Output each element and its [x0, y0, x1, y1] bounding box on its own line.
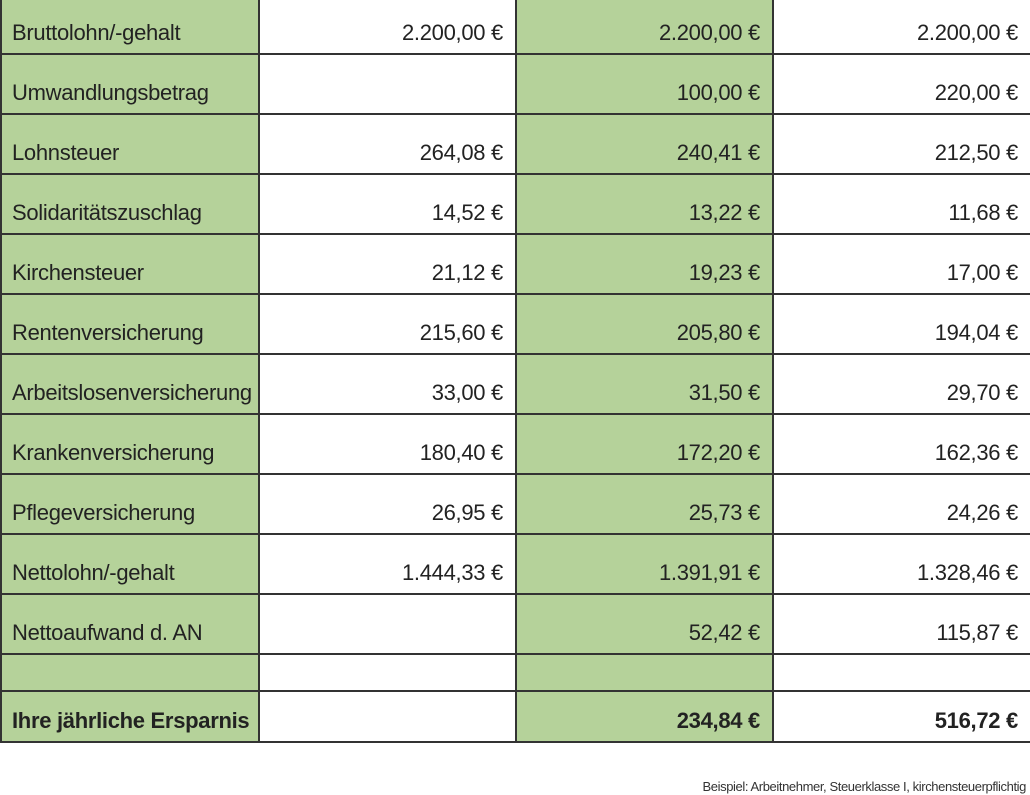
table-row: Umwandlungsbetrag 100,00 € 220,00 €	[0, 53, 1030, 115]
footnote: Beispiel: Arbeitnehmer, Steuerklasse I, …	[702, 779, 1027, 794]
value-without-conversion: 2.200,00 €	[258, 0, 517, 55]
table-row: Rentenversicherung 215,60 € 205,80 € 194…	[0, 293, 1030, 355]
table-row: Nettoaufwand d. AN 52,42 € 115,87 €	[0, 593, 1030, 655]
row-label: Krankenversicherung	[0, 413, 260, 475]
table-row: Krankenversicherung 180,40 € 172,20 € 16…	[0, 413, 1030, 475]
table-row: Pflegeversicherung 26,95 € 25,73 € 24,26…	[0, 473, 1030, 535]
total-without-conversion	[258, 690, 517, 743]
total-row: Ihre jährliche Ersparnis 234,84 € 516,72…	[0, 690, 1030, 743]
value-conversion-option-2: 11,68 €	[772, 173, 1030, 235]
row-label: Umwandlungsbetrag	[0, 53, 260, 115]
value-conversion-option-2: 29,70 €	[772, 353, 1030, 415]
value-without-conversion: 1.444,33 €	[258, 533, 517, 595]
table-row: Nettolohn/-gehalt 1.444,33 € 1.391,91 € …	[0, 533, 1030, 595]
row-label: Nettolohn/-gehalt	[0, 533, 260, 595]
total-conversion-option-1: 234,84 €	[515, 690, 774, 743]
row-label: Bruttolohn/-gehalt	[0, 0, 260, 55]
row-label: Rentenversicherung	[0, 293, 260, 355]
row-label: Pflegeversicherung	[0, 473, 260, 535]
spacer-row	[0, 653, 1030, 692]
empty-cell	[515, 653, 774, 692]
comparison-table-container: Bruttolohn/-gehalt 2.200,00 € 2.200,00 €…	[0, 0, 1030, 743]
value-conversion-option-2: 162,36 €	[772, 413, 1030, 475]
value-conversion-option-1: 240,41 €	[515, 113, 774, 175]
table-row: Arbeitslosenversicherung 33,00 € 31,50 €…	[0, 353, 1030, 415]
table-row: Kirchensteuer 21,12 € 19,23 € 17,00 €	[0, 233, 1030, 295]
value-conversion-option-2: 17,00 €	[772, 233, 1030, 295]
value-without-conversion: 264,08 €	[258, 113, 517, 175]
value-conversion-option-1: 1.391,91 €	[515, 533, 774, 595]
value-without-conversion: 33,00 €	[258, 353, 517, 415]
value-conversion-option-1: 25,73 €	[515, 473, 774, 535]
value-without-conversion: 21,12 €	[258, 233, 517, 295]
value-without-conversion	[258, 53, 517, 115]
empty-cell	[0, 653, 260, 692]
value-without-conversion: 215,60 €	[258, 293, 517, 355]
value-without-conversion	[258, 593, 517, 655]
row-label: Nettoaufwand d. AN	[0, 593, 260, 655]
value-conversion-option-2: 194,04 €	[772, 293, 1030, 355]
empty-cell	[258, 653, 517, 692]
value-conversion-option-1: 13,22 €	[515, 173, 774, 235]
value-without-conversion: 14,52 €	[258, 173, 517, 235]
value-conversion-option-2: 220,00 €	[772, 53, 1030, 115]
table-row: Lohnsteuer 264,08 € 240,41 € 212,50 €	[0, 113, 1030, 175]
row-label: Solidaritätszuschlag	[0, 173, 260, 235]
value-conversion-option-2: 24,26 €	[772, 473, 1030, 535]
row-label: Arbeitslosenversicherung	[0, 353, 260, 415]
value-without-conversion: 26,95 €	[258, 473, 517, 535]
value-conversion-option-1: 52,42 €	[515, 593, 774, 655]
salary-conversion-table: Bruttolohn/-gehalt 2.200,00 € 2.200,00 €…	[0, 0, 1030, 743]
table-row: Bruttolohn/-gehalt 2.200,00 € 2.200,00 €…	[0, 0, 1030, 55]
value-conversion-option-2: 115,87 €	[772, 593, 1030, 655]
value-conversion-option-2: 212,50 €	[772, 113, 1030, 175]
value-conversion-option-1: 2.200,00 €	[515, 0, 774, 55]
empty-cell	[772, 653, 1030, 692]
row-label: Lohnsteuer	[0, 113, 260, 175]
row-label: Kirchensteuer	[0, 233, 260, 295]
value-conversion-option-1: 100,00 €	[515, 53, 774, 115]
value-conversion-option-1: 172,20 €	[515, 413, 774, 475]
table-row: Solidaritätszuschlag 14,52 € 13,22 € 11,…	[0, 173, 1030, 235]
value-conversion-option-2: 1.328,46 €	[772, 533, 1030, 595]
value-without-conversion: 180,40 €	[258, 413, 517, 475]
value-conversion-option-1: 31,50 €	[515, 353, 774, 415]
value-conversion-option-1: 205,80 €	[515, 293, 774, 355]
total-conversion-option-2: 516,72 €	[772, 690, 1030, 743]
value-conversion-option-1: 19,23 €	[515, 233, 774, 295]
value-conversion-option-2: 2.200,00 €	[772, 0, 1030, 55]
total-label: Ihre jährliche Ersparnis	[0, 690, 260, 743]
